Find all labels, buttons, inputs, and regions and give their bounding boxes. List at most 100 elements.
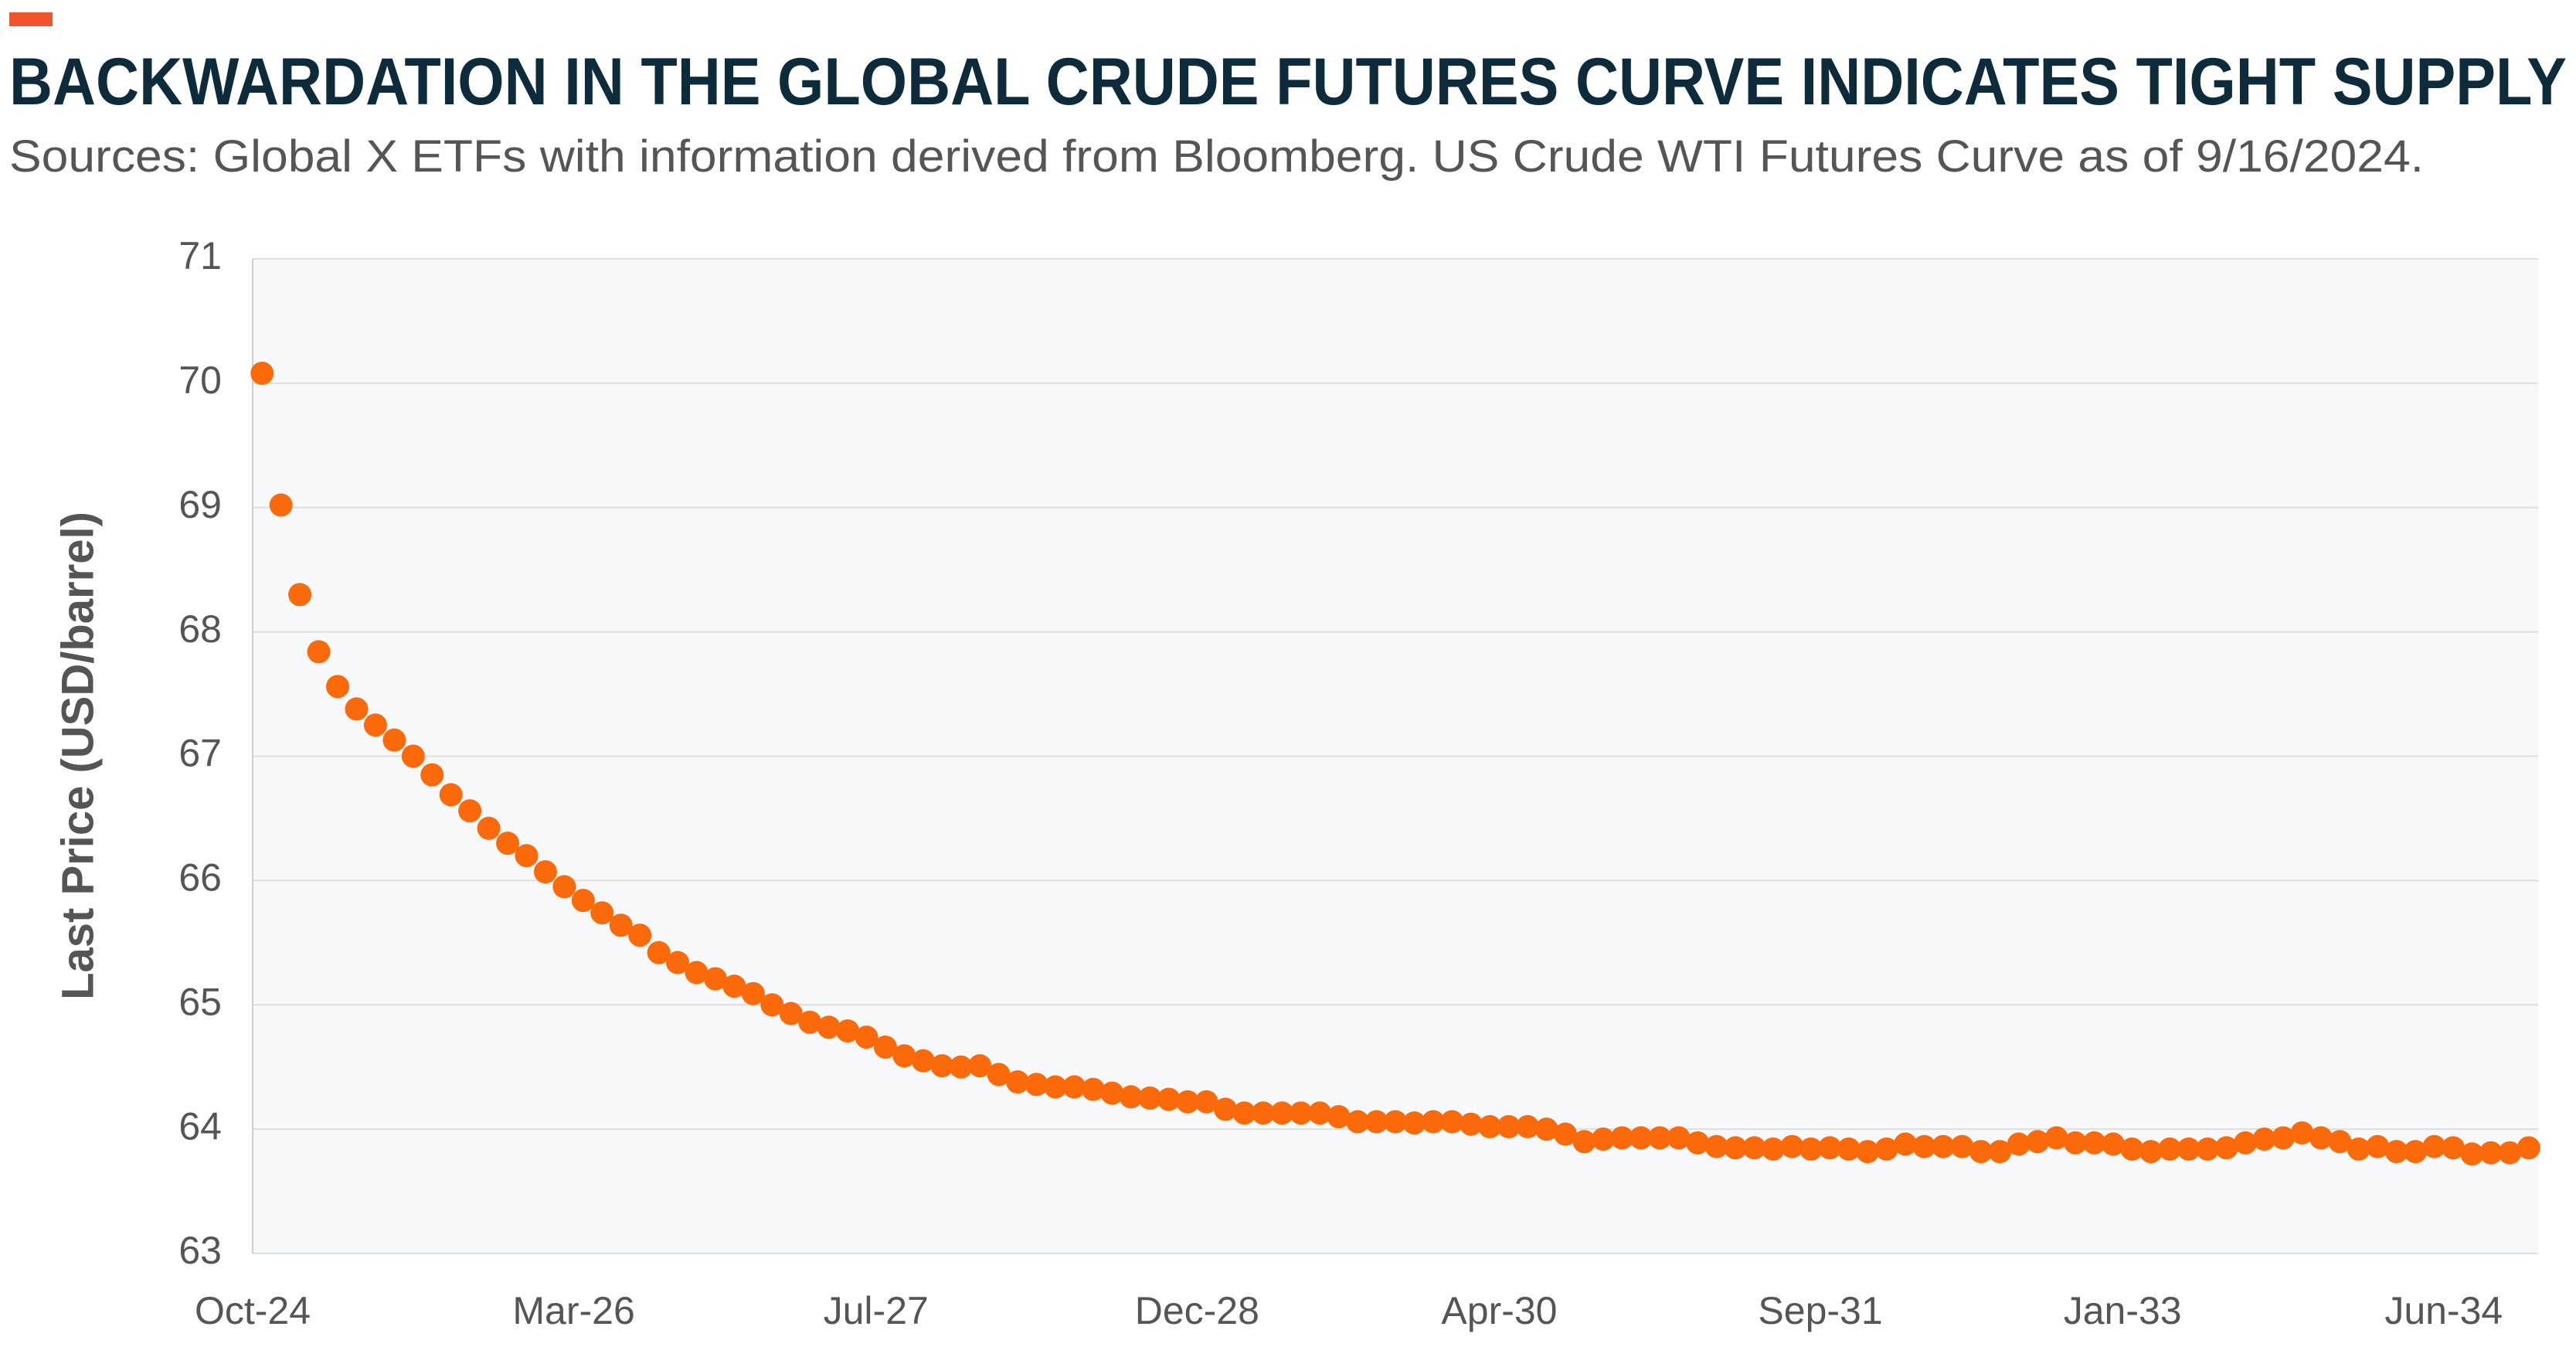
data-point — [2479, 1141, 2503, 1165]
data-point — [2026, 1130, 2050, 1154]
data-point — [1837, 1137, 1861, 1161]
data-point — [2517, 1136, 2540, 1160]
data-point — [1157, 1087, 1181, 1111]
data-point — [2460, 1142, 2484, 1166]
data-point — [477, 816, 501, 840]
data-point — [1232, 1101, 1256, 1125]
data-point — [1081, 1077, 1105, 1101]
data-point — [2422, 1134, 2446, 1158]
data-point — [685, 961, 709, 985]
data-point — [1384, 1110, 1407, 1134]
data-point — [1421, 1110, 1445, 1134]
y-tick-label: 64 — [178, 1104, 222, 1148]
data-point — [590, 901, 614, 925]
data-point — [1894, 1132, 1918, 1156]
data-point — [2139, 1140, 2163, 1164]
data-point — [552, 875, 576, 899]
data-point — [911, 1049, 935, 1073]
data-point — [2196, 1137, 2220, 1161]
data-point — [2384, 1140, 2408, 1164]
data-point — [2120, 1137, 2144, 1161]
data-point — [647, 941, 671, 964]
data-point — [1724, 1136, 1748, 1160]
data-point — [250, 362, 274, 386]
data-point — [1516, 1114, 1540, 1138]
data-point — [2007, 1132, 2031, 1156]
data-point — [1346, 1110, 1370, 1134]
data-point — [2309, 1126, 2333, 1150]
data-point — [1704, 1134, 1728, 1158]
x-tick-label: Apr-30 — [1441, 1289, 1557, 1332]
data-point — [2498, 1141, 2522, 1165]
data-point — [2044, 1126, 2068, 1150]
data-point — [1308, 1101, 1332, 1125]
data-point — [873, 1035, 897, 1059]
y-tick-label: 68 — [178, 607, 222, 651]
data-point — [722, 975, 746, 998]
data-point — [2158, 1137, 2182, 1161]
x-tick-label: Oct-24 — [195, 1289, 311, 1332]
data-point — [2404, 1140, 2428, 1164]
data-point — [1478, 1114, 1502, 1138]
data-point — [2347, 1137, 2370, 1161]
data-point — [1818, 1136, 1842, 1160]
x-tick-label: Jul-27 — [824, 1289, 929, 1332]
y-tick-label: 65 — [178, 980, 222, 1023]
data-point — [798, 1010, 822, 1034]
x-tick-label: Dec-28 — [1135, 1289, 1259, 1332]
data-point — [420, 763, 444, 787]
data-point — [987, 1063, 1011, 1087]
data-point — [817, 1015, 841, 1039]
data-point — [326, 675, 350, 699]
data-point — [1667, 1126, 1691, 1150]
y-tick-label: 71 — [178, 234, 222, 277]
x-tick-label: Jun-34 — [2384, 1289, 2503, 1332]
data-point — [1062, 1075, 1086, 1099]
data-point — [515, 844, 539, 868]
data-point — [2082, 1131, 2106, 1155]
data-point — [2252, 1127, 2276, 1151]
data-point — [496, 832, 520, 855]
data-point — [307, 640, 331, 664]
data-point — [836, 1019, 860, 1043]
data-point — [288, 583, 312, 607]
data-point — [1874, 1137, 1898, 1161]
data-point — [382, 728, 406, 752]
data-point — [2290, 1121, 2314, 1145]
data-point — [1176, 1090, 1200, 1114]
data-point — [533, 860, 557, 884]
data-point — [1402, 1111, 1426, 1135]
data-point — [363, 713, 387, 737]
data-point — [439, 783, 463, 807]
data-point — [930, 1054, 954, 1078]
data-point — [2441, 1136, 2465, 1160]
data-point — [2214, 1136, 2238, 1160]
data-point — [968, 1054, 992, 1078]
data-point — [1459, 1112, 1483, 1136]
data-point — [741, 981, 765, 1005]
data-point — [1119, 1085, 1143, 1109]
data-point — [1364, 1110, 1388, 1134]
data-point — [666, 951, 690, 975]
data-point — [1327, 1105, 1351, 1129]
data-point — [1591, 1127, 1615, 1151]
y-tick-label: 70 — [178, 359, 222, 402]
data-point — [1969, 1140, 1993, 1164]
brand-mark — [9, 12, 53, 26]
data-point — [760, 993, 784, 1017]
data-point — [628, 924, 652, 947]
data-point — [1629, 1126, 1653, 1150]
data-point — [345, 697, 369, 721]
data-point — [949, 1055, 973, 1079]
data-point — [1648, 1126, 1672, 1150]
data-point — [1780, 1134, 1804, 1158]
data-point — [1742, 1136, 1766, 1160]
data-point — [571, 889, 595, 913]
data-point — [458, 799, 482, 823]
data-point — [1761, 1137, 1785, 1161]
data-point — [2177, 1137, 2200, 1161]
data-point — [1610, 1126, 1634, 1150]
data-point — [1572, 1130, 1596, 1154]
data-point — [1270, 1101, 1294, 1125]
